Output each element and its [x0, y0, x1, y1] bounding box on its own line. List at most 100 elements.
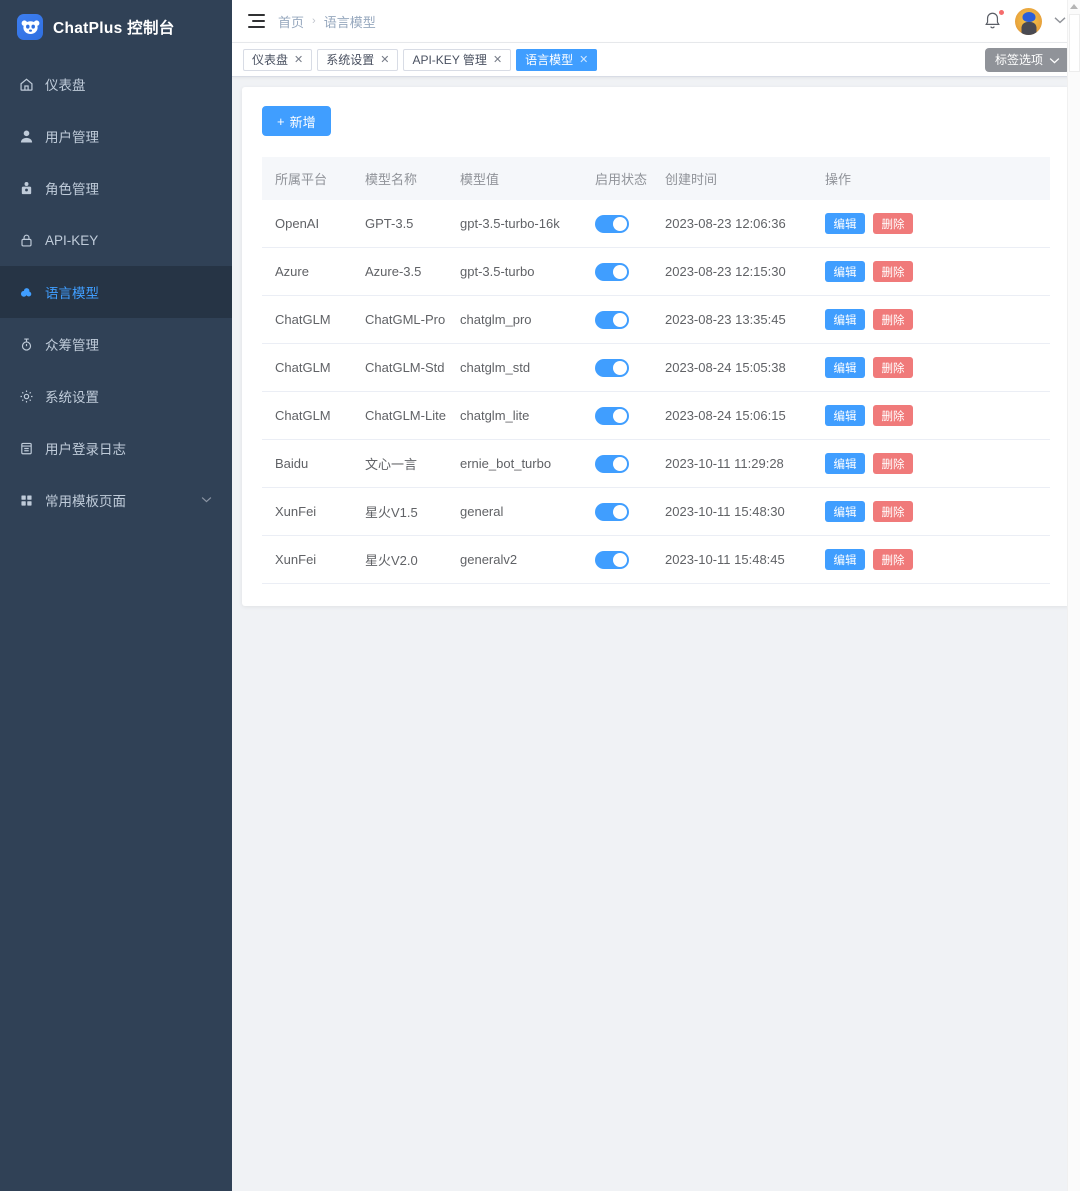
cell-platform: ChatGLM	[262, 391, 352, 440]
cell-platform: Baidu	[262, 439, 352, 488]
sidebar-item-api-key[interactable]: API-KEY	[0, 214, 232, 266]
sidebar-item-language-model[interactable]: 语言模型	[0, 266, 232, 318]
cell-model-name: Azure-3.5	[352, 247, 447, 296]
cell-enabled-status	[582, 295, 652, 344]
enabled-toggle[interactable]	[595, 214, 629, 233]
cell-actions: 编辑 删除	[812, 535, 1050, 584]
cell-created-time: 2023-08-24 15:06:15	[652, 391, 812, 440]
sidebar-item-role-management[interactable]: 角色管理	[0, 162, 232, 214]
cell-actions: 编辑 删除	[812, 247, 1050, 296]
table-row: ChatGLM ChatGML-Pro chatglm_pro 2023-08-23 …	[262, 295, 1050, 344]
home-icon	[18, 76, 34, 92]
cell-model-name: ChatGLM-Lite	[352, 391, 447, 440]
log-book-icon	[18, 440, 34, 456]
edit-button[interactable]: 编辑	[825, 261, 865, 282]
enabled-toggle[interactable]	[595, 358, 629, 377]
sidebar-item-login-log[interactable]: 用户登录日志	[0, 422, 232, 474]
cell-enabled-status	[582, 391, 652, 440]
sidebar-item-label: API-KEY	[45, 232, 99, 248]
delete-button[interactable]: 删除	[873, 501, 913, 522]
chevron-down-icon	[201, 494, 212, 506]
table-row: OpenAI GPT-3.5 gpt-3.5-turbo-16k 2023-08-23…	[262, 200, 1050, 248]
delete-button[interactable]: 删除	[873, 405, 913, 426]
enabled-toggle[interactable]	[595, 262, 629, 281]
sidebar-item-crowdfunding[interactable]: 众筹管理	[0, 318, 232, 370]
enabled-toggle[interactable]	[595, 550, 629, 569]
tab-dashboard[interactable]: 仪表盘 ✕	[243, 48, 313, 71]
sidebar-item-user-management[interactable]: 用户管理	[0, 110, 232, 162]
cell-enabled-status	[582, 343, 652, 392]
tab-label: 语言模型	[525, 53, 574, 67]
enabled-toggle[interactable]	[595, 310, 629, 329]
cell-created-time: 2023-10-11 15:48:30	[652, 487, 812, 536]
chevron-down-icon	[1049, 53, 1060, 67]
lock-icon	[18, 232, 34, 248]
edit-button[interactable]: 编辑	[825, 501, 865, 522]
sidebar-item-label: 用户登录日志	[45, 442, 126, 457]
delete-button[interactable]: 删除	[873, 549, 913, 570]
enabled-toggle[interactable]	[595, 406, 629, 425]
sidebar-item-label: 仪表盘	[45, 78, 86, 93]
edit-button[interactable]: 编辑	[825, 405, 865, 426]
cell-actions: 编辑 删除	[812, 343, 1050, 392]
hamburger-icon[interactable]	[248, 14, 265, 28]
cell-actions: 编辑 删除	[812, 439, 1050, 488]
cell-model-value: chatglm_std	[447, 343, 582, 392]
medal-icon	[18, 336, 34, 352]
cell-model-name: GPT-3.5	[352, 200, 447, 248]
cell-platform: XunFei	[262, 535, 352, 584]
delete-button[interactable]: 删除	[873, 261, 913, 282]
close-icon[interactable]: ✕	[294, 54, 304, 66]
column-header-created-time: 创建时间	[652, 157, 812, 200]
edit-button[interactable]: 编辑	[825, 357, 865, 378]
sidebar-item-template-pages[interactable]: 常用模板页面	[0, 474, 232, 526]
brand[interactable]: ChatPlus 控制台	[0, 0, 232, 54]
language-model-card: + 新增 所属平台 模型名称 模型值 启用状态 创建时间	[242, 87, 1070, 606]
sidebar-item-label: 角色管理	[45, 182, 99, 197]
add-button[interactable]: + 新增	[262, 106, 331, 136]
delete-button[interactable]: 删除	[873, 357, 913, 378]
avatar[interactable]	[1015, 7, 1042, 35]
breadcrumb-separator: ›	[312, 15, 316, 27]
enabled-toggle[interactable]	[595, 454, 629, 473]
user-icon	[18, 128, 34, 144]
sidebar-item-label: 语言模型	[45, 286, 99, 301]
column-header-model-name: 模型名称	[352, 157, 447, 200]
edit-button[interactable]: 编辑	[825, 453, 865, 474]
close-icon[interactable]: ✕	[579, 54, 589, 66]
tab-api-key-management[interactable]: API-KEY 管理 ✕	[403, 48, 512, 71]
bell-icon[interactable]	[983, 9, 1005, 32]
table-header-row: 所属平台 模型名称 模型值 启用状态 创建时间 操作	[262, 157, 1050, 200]
delete-button[interactable]: 删除	[873, 309, 913, 330]
edit-button[interactable]: 编辑	[825, 213, 865, 234]
notification-badge-dot	[998, 9, 1005, 16]
breadcrumb-current: 语言模型	[323, 14, 376, 30]
tab-language-model[interactable]: 语言模型 ✕	[516, 48, 598, 71]
sidebar-item-dashboard[interactable]: 仪表盘	[0, 58, 232, 110]
content-area: + 新增 所属平台 模型名称 模型值 启用状态 创建时间	[232, 77, 1080, 1191]
breadcrumb-home[interactable]: 首页	[278, 14, 305, 30]
main-area: 首页 › 语言模型	[232, 0, 1080, 1191]
cell-enabled-status	[582, 247, 652, 296]
brand-title: ChatPlus 控制台	[53, 20, 175, 37]
close-icon[interactable]: ✕	[380, 54, 390, 66]
delete-button[interactable]: 删除	[873, 213, 913, 234]
edit-button[interactable]: 编辑	[825, 549, 865, 570]
close-icon[interactable]: ✕	[492, 54, 503, 66]
edit-button[interactable]: 编辑	[825, 309, 865, 330]
tab-system-settings[interactable]: 系统设置 ✕	[317, 48, 399, 71]
chevron-down-icon[interactable]	[1054, 15, 1066, 27]
scrollbar-thumb[interactable]	[1069, 14, 1080, 72]
cell-platform: XunFei	[262, 487, 352, 536]
delete-button[interactable]: 删除	[873, 453, 913, 474]
page-scrollbar[interactable]	[1067, 0, 1080, 1191]
sidebar-item-system-settings[interactable]: 系统设置	[0, 370, 232, 422]
cell-platform: ChatGLM	[262, 343, 352, 392]
tag-options-button[interactable]: 标签选项	[984, 47, 1070, 72]
scroll-up-arrow-icon[interactable]	[1070, 4, 1078, 9]
tab-label: API-KEY 管理	[412, 53, 487, 67]
enabled-toggle[interactable]	[595, 502, 629, 521]
sidebar: ChatPlus 控制台 仪表盘 用	[0, 0, 232, 1191]
sidebar-item-label: 常用模板页面	[45, 494, 126, 509]
